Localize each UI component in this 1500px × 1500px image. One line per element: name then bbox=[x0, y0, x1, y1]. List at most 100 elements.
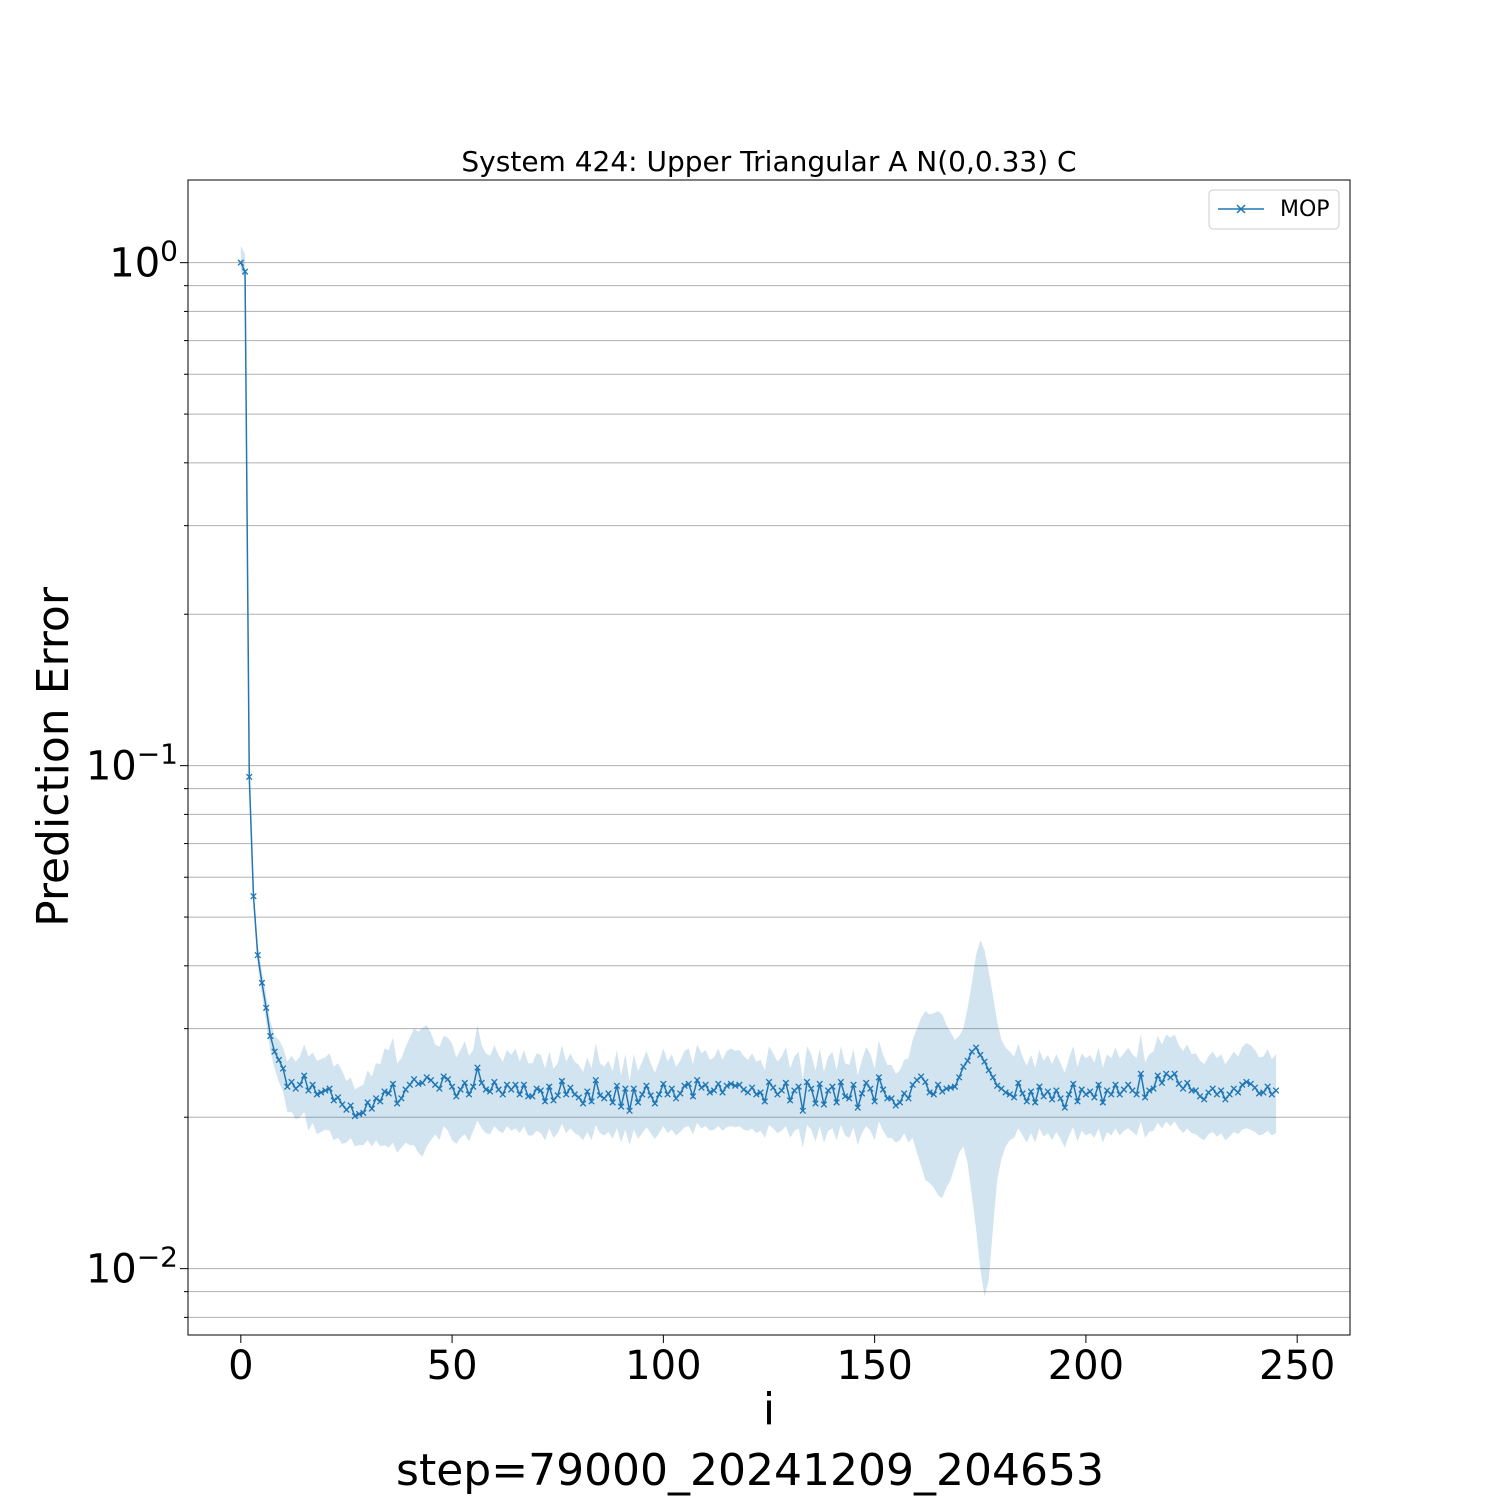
data-point-marker bbox=[1091, 1094, 1098, 1101]
data-point-marker bbox=[351, 1112, 359, 1120]
data-point-marker bbox=[469, 1083, 477, 1090]
data-point-marker bbox=[448, 1083, 456, 1090]
data-point-marker bbox=[317, 1089, 325, 1096]
x-axis-label: i bbox=[763, 1384, 775, 1435]
y-tick-label: 100 bbox=[109, 235, 178, 287]
data-point-marker bbox=[1171, 1070, 1178, 1078]
data-point-marker bbox=[1036, 1083, 1043, 1090]
data-point-marker bbox=[977, 1051, 984, 1059]
data-point-marker bbox=[423, 1074, 430, 1081]
data-point-marker bbox=[681, 1082, 688, 1090]
y-axis-label: Prediction Error bbox=[28, 586, 79, 927]
data-point-marker bbox=[453, 1093, 460, 1100]
footer-caption: step=79000_20241209_204653 bbox=[396, 1445, 1104, 1496]
data-point-marker bbox=[254, 951, 261, 959]
data-point-marker bbox=[533, 1085, 540, 1092]
data-point-marker bbox=[1146, 1087, 1153, 1094]
data-point-marker bbox=[330, 1097, 338, 1104]
data-point-marker bbox=[482, 1086, 490, 1093]
data-point-marker bbox=[879, 1086, 887, 1093]
data-point-marker bbox=[926, 1089, 933, 1096]
data-point-marker bbox=[1010, 1094, 1018, 1101]
data-point-marker bbox=[647, 1092, 654, 1099]
data-point-marker bbox=[778, 1087, 785, 1094]
data-point-marker bbox=[529, 1093, 536, 1100]
data-point-marker bbox=[816, 1080, 823, 1088]
data-point-marker bbox=[1264, 1083, 1271, 1090]
data-point-marker bbox=[888, 1095, 895, 1102]
data-point-marker bbox=[546, 1083, 553, 1090]
data-point-marker bbox=[1057, 1095, 1064, 1102]
data-point-marker bbox=[1200, 1096, 1208, 1103]
data-point-marker bbox=[981, 1058, 988, 1065]
data-point-marker bbox=[305, 1087, 312, 1094]
data-point-marker bbox=[1141, 1094, 1149, 1101]
data-point-marker bbox=[1209, 1085, 1216, 1092]
data-point-marker bbox=[558, 1077, 566, 1085]
data-point-marker bbox=[702, 1081, 709, 1089]
data-point-marker bbox=[723, 1082, 731, 1090]
data-point-marker bbox=[376, 1098, 384, 1105]
data-point-marker bbox=[275, 1056, 283, 1064]
data-point-marker bbox=[854, 1104, 861, 1111]
plot-frame bbox=[187, 179, 1351, 1336]
data-point-marker bbox=[829, 1083, 836, 1090]
data-point-marker bbox=[1112, 1081, 1119, 1089]
data-point-marker bbox=[972, 1044, 980, 1051]
data-point-marker bbox=[689, 1093, 697, 1100]
data-point-marker bbox=[567, 1084, 574, 1091]
data-point-marker bbox=[862, 1079, 870, 1087]
data-point-marker bbox=[309, 1081, 316, 1089]
data-point-marker bbox=[465, 1091, 473, 1098]
data-point-marker bbox=[592, 1076, 600, 1084]
data-point-marker bbox=[1065, 1091, 1073, 1098]
data-point-marker bbox=[617, 1103, 625, 1110]
data-point-marker bbox=[613, 1082, 621, 1090]
data-point-marker bbox=[960, 1063, 967, 1070]
data-point-marker bbox=[638, 1091, 646, 1098]
data-point-marker bbox=[1108, 1091, 1115, 1098]
data-point-marker bbox=[1251, 1084, 1259, 1091]
data-point-marker bbox=[267, 1032, 274, 1040]
data-point-marker bbox=[246, 773, 253, 781]
data-point-marker bbox=[271, 1048, 278, 1055]
data-point-marker bbox=[499, 1091, 507, 1098]
data-point-marker bbox=[651, 1100, 659, 1107]
data-point-marker bbox=[322, 1087, 329, 1094]
data-point-marker bbox=[905, 1095, 912, 1102]
data-point-marker bbox=[1196, 1093, 1204, 1100]
data-point-marker bbox=[841, 1093, 849, 1100]
data-point-marker bbox=[710, 1087, 718, 1094]
data-point-marker bbox=[1031, 1099, 1039, 1106]
data-point-marker bbox=[803, 1078, 811, 1086]
data-point-marker bbox=[1192, 1087, 1200, 1094]
data-point-marker bbox=[846, 1095, 853, 1102]
data-point-marker bbox=[938, 1088, 946, 1095]
data-point-marker bbox=[385, 1090, 392, 1097]
data-point-marker bbox=[922, 1078, 929, 1086]
data-point-marker bbox=[660, 1080, 667, 1088]
data-point-marker bbox=[512, 1081, 519, 1089]
data-point-marker bbox=[571, 1091, 578, 1098]
data-point-marker bbox=[237, 259, 245, 266]
data-point-marker bbox=[1069, 1080, 1077, 1088]
data-point-marker bbox=[1027, 1088, 1035, 1095]
data-point-marker bbox=[279, 1065, 287, 1072]
data-point-marker bbox=[372, 1095, 380, 1102]
data-point-marker bbox=[474, 1064, 481, 1071]
data-point-marker bbox=[875, 1074, 883, 1081]
data-point-marker bbox=[930, 1091, 938, 1098]
data-point-marker bbox=[398, 1095, 405, 1102]
data-point-marker bbox=[668, 1085, 676, 1092]
data-point-marker bbox=[520, 1081, 528, 1089]
data-point-marker bbox=[951, 1083, 959, 1090]
series-band bbox=[240, 245, 1277, 1297]
data-point-marker bbox=[1095, 1081, 1102, 1089]
data-point-marker bbox=[389, 1080, 397, 1088]
data-point-marker bbox=[360, 1109, 367, 1117]
x-axis-ticks: 0 50 100 150 200 250 bbox=[228, 1335, 1335, 1389]
y-tick-label: 10−1 bbox=[86, 738, 178, 790]
data-point-marker bbox=[740, 1086, 747, 1093]
